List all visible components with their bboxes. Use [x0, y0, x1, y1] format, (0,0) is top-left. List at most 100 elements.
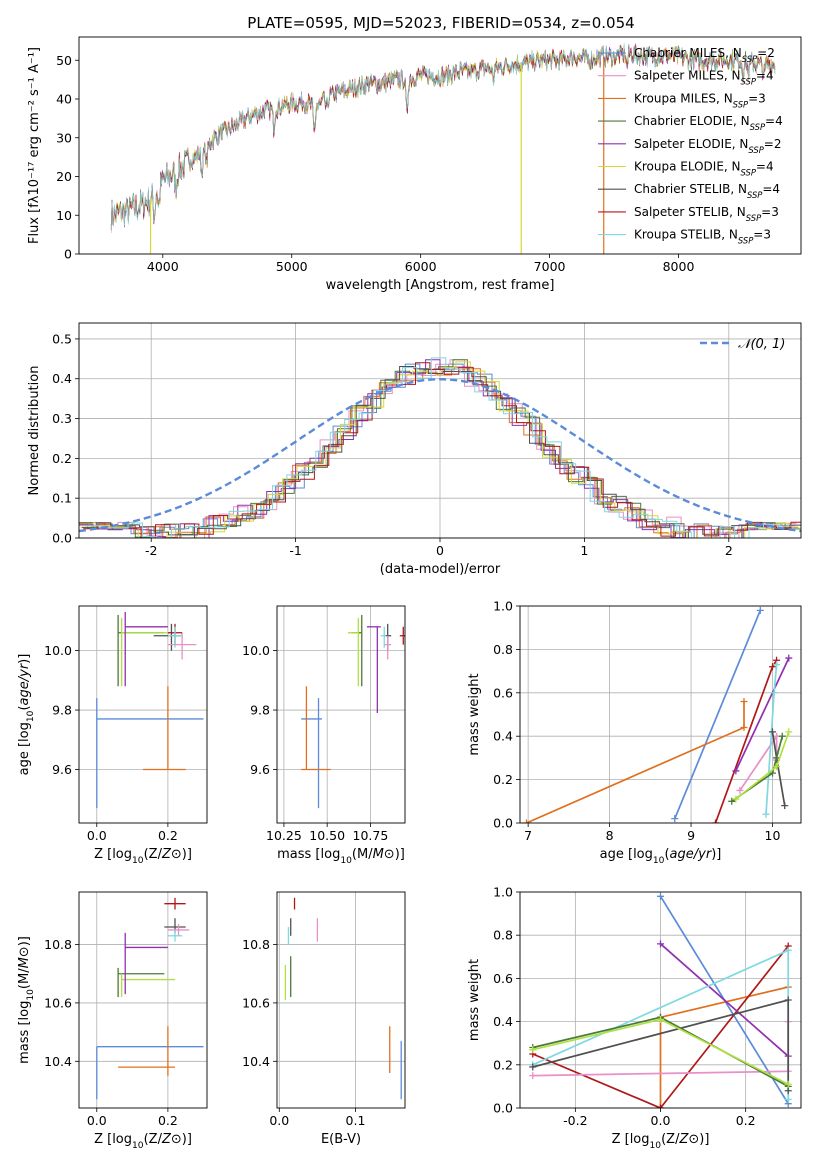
weight-marker: [711, 819, 719, 823]
tick-label-y: 10.4: [44, 1054, 72, 1069]
weight-marker: [756, 606, 764, 614]
weight-vs-metallicity-panel: -0.2 0.0 0.2 0.0 0.2 0.4 0.6 0.8 1.0 Z [log10(Z/Z…: [467, 885, 802, 1151]
tick-label-y: 10: [56, 208, 72, 223]
tick-label-x: -2: [145, 543, 157, 558]
histogram-step: [80, 361, 801, 538]
age-vs-metallicity-panel: 0.0 0.2 9.6 9.8 10.0 Z [log10(Z/Z⊙)] age [log1…: [17, 605, 208, 866]
weight-marker: [762, 810, 770, 818]
y-axis-label: mass [log10(M/M⊙)]: [17, 936, 36, 1064]
mass-vs-extinction-panel: 0.0 0.1 10.4 10.6 10.8 E(B-V): [242, 891, 406, 1147]
tick-label-y: 10.8: [44, 937, 72, 952]
axes-frame: [78, 322, 802, 539]
x-axis-label: Z [log10(Z/Z⊙)]: [612, 1132, 710, 1151]
axes-frame: [78, 891, 208, 1109]
weight-marker: [657, 892, 664, 900]
weight-marker: [773, 661, 781, 669]
weight-marker: [784, 946, 792, 954]
axes-frame: [519, 605, 802, 824]
weight-marker: [732, 795, 740, 803]
axes-frame: [276, 605, 406, 824]
tick-label-x: 2: [725, 543, 733, 558]
y-axis-label: Flux [fλ10⁻¹⁷ erg cm⁻² s⁻¹ A⁻¹]: [27, 47, 42, 244]
x-axis-label: Z [log10(Z/Z⊙)]: [94, 847, 192, 866]
tick-label-x: 9: [687, 828, 695, 843]
legend-label: Chabrier ELODIE, NSSP=4: [634, 114, 783, 132]
weight-line: [532, 945, 789, 1108]
tick-label-x: 5000: [276, 259, 308, 274]
tick-label-x: 0.2: [736, 1113, 756, 1128]
tick-label-y: 0.8: [493, 642, 513, 657]
spectrum-line: [110, 43, 776, 230]
tick-label-y: 10.6: [242, 995, 270, 1010]
y-axis-label: mass weight: [467, 673, 482, 755]
weight-marker: [768, 728, 776, 736]
tick-label-y: 0.4: [493, 1014, 513, 1029]
tick-label-x: 8000: [663, 259, 695, 274]
tick-label-x: 10.25: [266, 828, 302, 843]
tick-label-y: 0.2: [493, 772, 513, 787]
tick-label-x: -0.2: [563, 1113, 587, 1128]
tick-label-y: 10.0: [242, 643, 270, 658]
tick-label-y: 0.0: [52, 531, 72, 546]
tick-label-x: 7: [524, 828, 532, 843]
weight-marker: [529, 1063, 537, 1071]
tick-label-y: 10.6: [44, 995, 72, 1010]
y-axis-label: Normed distribution: [27, 366, 42, 496]
tick-label-y: 0.4: [52, 371, 72, 386]
weight-marker: [671, 815, 679, 823]
weight-marker: [523, 819, 531, 823]
weight-marker: [781, 802, 789, 810]
weight-marker: [529, 1046, 537, 1054]
weight-line: [735, 657, 790, 772]
tick-label-x: 0.2: [158, 828, 178, 843]
tick-label-y: 1.0: [493, 599, 513, 614]
tick-label-y: 0.6: [493, 971, 513, 986]
legend-label: Salpeter MILES, NSSP=4: [634, 69, 774, 87]
tick-label-y: 10.8: [242, 937, 270, 952]
weight-vs-age-panel: 7 8 9 10 0.0 0.2 0.4 0.6 0.8 1.0 age [log10(age/yr…: [467, 599, 802, 866]
tick-label-y: 20: [56, 169, 72, 184]
tick-label-y: 0.1: [52, 491, 72, 506]
legend-label: 𝒩(0, 1): [738, 337, 785, 352]
histogram-step: [79, 363, 796, 538]
legend-label: Kroupa MILES, NSSP=3: [634, 91, 766, 109]
tick-label-y: 0.5: [52, 331, 72, 346]
tick-label-y: 0.0: [493, 816, 513, 831]
tick-label-x: 0.0: [269, 1113, 289, 1128]
axes-frame: [78, 36, 802, 255]
tick-label-y: 9.6: [52, 762, 72, 777]
axes-frame: [519, 891, 802, 1109]
age-vs-mass-panel: 10.25 10.50 10.75 9.6 9.8 10.0 mass [log10(M/M…: [242, 605, 406, 866]
tick-label-y: 40: [56, 92, 72, 107]
tick-label-y: 0.6: [493, 685, 513, 700]
x-axis-label: mass [log10(M/M⊙)]: [277, 847, 405, 866]
tick-label-y: 10.0: [44, 643, 72, 658]
tick-label-y: 0.3: [52, 411, 72, 426]
weight-marker: [778, 732, 786, 740]
tick-label-y: 9.6: [250, 762, 270, 777]
histogram-step: [83, 362, 801, 538]
mass-vs-metallicity-panel: 0.0 0.2 10.4 10.6 10.8 Z [log10(Z/Z⊙)] mass [l…: [17, 891, 208, 1151]
y-axis-label: age [log10(age/yr)]: [17, 654, 36, 776]
tick-label-x: 0.0: [87, 828, 107, 843]
weight-marker: [657, 1015, 664, 1023]
tick-label-x: 10.75: [353, 828, 389, 843]
weight-marker: [784, 1095, 792, 1103]
tick-label-x: 8: [606, 828, 614, 843]
x-axis-label: E(B-V): [321, 1132, 361, 1147]
plot-area: [520, 606, 801, 823]
tick-label-y: 1.0: [493, 885, 513, 900]
tick-label-x: 0: [436, 543, 444, 558]
weight-marker: [732, 767, 740, 775]
weight-marker: [784, 1080, 792, 1088]
histogram-step: [79, 359, 797, 538]
legend-label: Kroupa STELIB, NSSP=3: [634, 228, 771, 246]
tick-label-x: 6000: [405, 259, 437, 274]
histogram-step: [79, 359, 800, 538]
weight-marker: [740, 724, 748, 732]
histogram-step: [81, 366, 801, 538]
weight-marker: [784, 996, 792, 1004]
plot-area: [79, 606, 207, 823]
tick-label-x: 10: [765, 828, 781, 843]
